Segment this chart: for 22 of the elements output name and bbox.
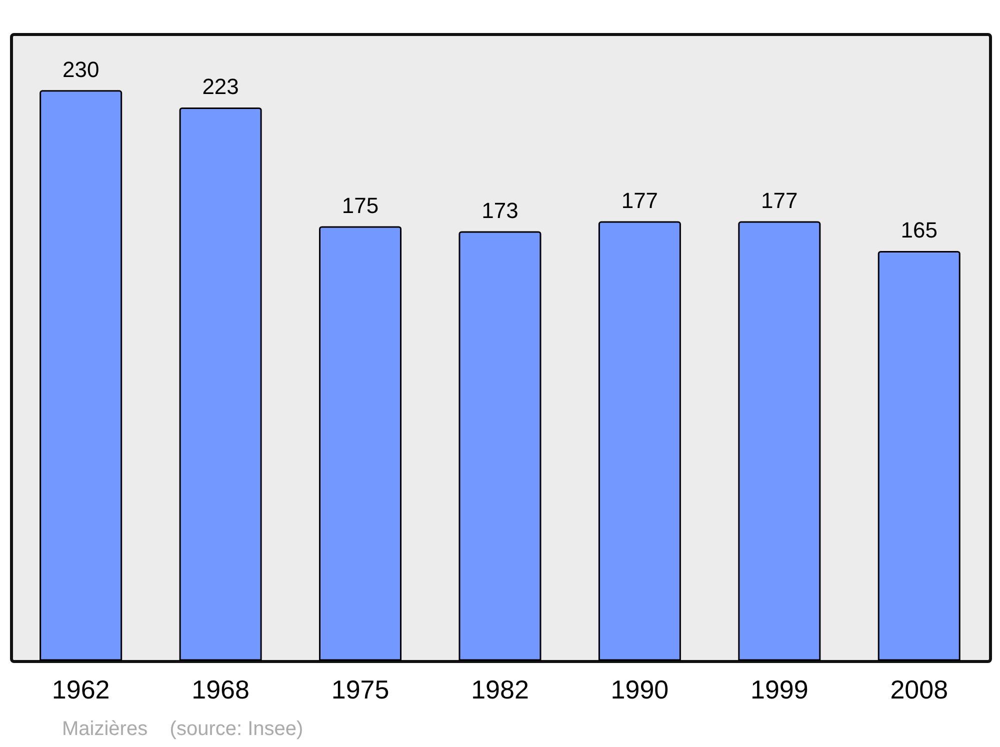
x-tick-label: 1962 <box>52 674 110 704</box>
x-tick-label: 1968 <box>192 674 250 704</box>
bar <box>40 90 122 661</box>
x-tick-label: 1982 <box>471 674 529 704</box>
bar <box>458 231 542 661</box>
x-tick-label: 1975 <box>331 674 390 704</box>
data-label: 223 <box>202 74 239 100</box>
data-label: 165 <box>900 218 938 243</box>
bar <box>738 221 821 661</box>
x-tick-label: 1990 <box>610 674 669 704</box>
bar <box>319 226 402 661</box>
text: Maizières (source: Insee) <box>62 718 304 741</box>
x-tick-label: 1999 <box>750 674 808 704</box>
data-label: 173 <box>482 198 518 223</box>
data-label: 230 <box>62 56 100 82</box>
x-tick-label: 2008 <box>890 674 948 704</box>
bar <box>598 221 681 661</box>
data-label: 175 <box>342 192 379 218</box>
data-label: 177 <box>621 188 658 214</box>
data-label: 177 <box>761 188 798 214</box>
bar <box>878 250 960 661</box>
bar <box>179 107 262 661</box>
